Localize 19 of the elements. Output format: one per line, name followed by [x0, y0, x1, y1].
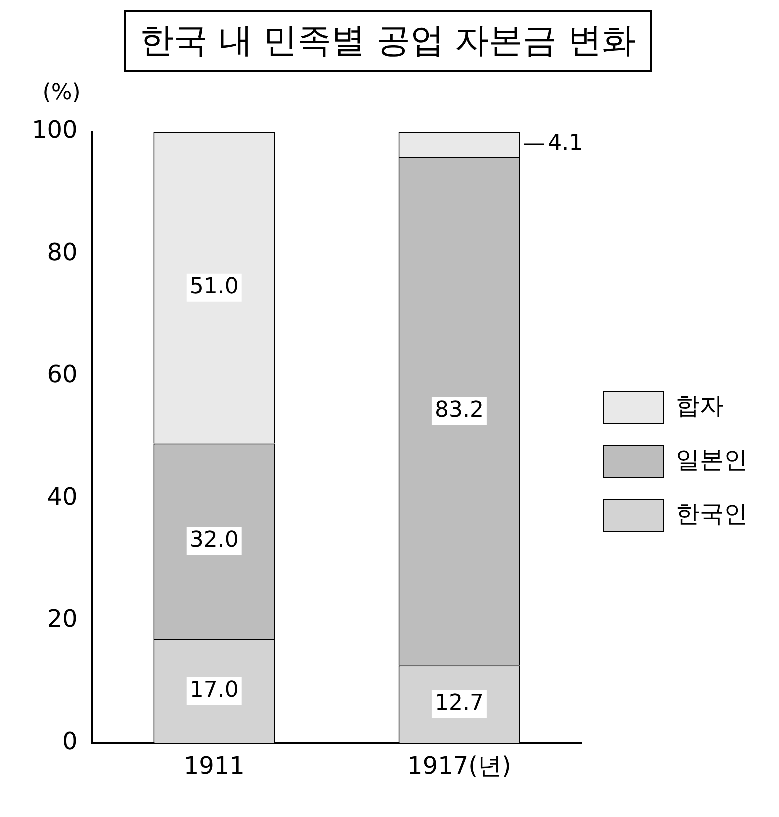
data-label: 4.1 [548, 131, 584, 156]
y-tick-label: 80 [47, 238, 78, 266]
y-axis-title: (%) [42, 80, 81, 106]
data-label: 32.0 [190, 528, 239, 554]
chart-title: 한국 내 민족별 공업 자본금 변화 [124, 10, 652, 72]
data-label: 12.7 [434, 691, 484, 716]
x-tick-label: 1917(년) [408, 752, 512, 780]
legend-label: 합자 [676, 392, 724, 420]
legend-label: 한국인 [676, 500, 748, 528]
data-label: 83.2 [434, 398, 484, 424]
x-tick-label: 1911 [184, 752, 245, 780]
data-label: 17.0 [190, 678, 239, 703]
y-tick-label: 20 [47, 605, 78, 634]
data-label: 51.0 [190, 274, 239, 300]
y-tick-label: 40 [47, 482, 78, 511]
y-tick-label: 100 [32, 116, 78, 144]
y-tick-label: 0 [62, 727, 78, 756]
legend-label: 일본인 [676, 446, 748, 474]
y-tick-label: 60 [47, 360, 78, 389]
